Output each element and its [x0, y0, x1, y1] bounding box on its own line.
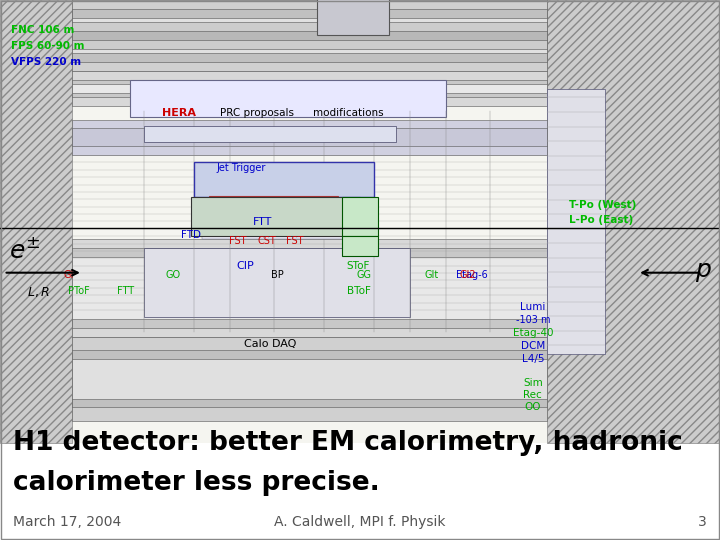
- Text: FTT: FTT: [117, 286, 135, 295]
- Text: FNC 106 m: FNC 106 m: [11, 25, 74, 35]
- Bar: [130, 80, 446, 117]
- Text: PRC proposals: PRC proposals: [220, 109, 294, 118]
- Text: Etag-40: Etag-40: [513, 328, 553, 338]
- Text: HERA: HERA: [162, 109, 196, 118]
- Text: GI: GI: [63, 271, 73, 280]
- Text: calorimeter less precise.: calorimeter less precise.: [13, 470, 379, 496]
- Text: CIP: CIP: [236, 261, 253, 271]
- Bar: [72, 31, 547, 40]
- Text: March 17, 2004: March 17, 2004: [13, 515, 121, 529]
- Text: BP: BP: [271, 271, 284, 280]
- Bar: [317, 0, 389, 36]
- Bar: [72, 22, 547, 49]
- Bar: [191, 197, 360, 235]
- Text: GI2: GI2: [459, 271, 477, 280]
- Text: FST: FST: [229, 237, 246, 246]
- Text: L4/5: L4/5: [521, 354, 544, 363]
- Text: GO: GO: [165, 271, 181, 280]
- Text: Sim: Sim: [523, 379, 543, 388]
- Bar: [547, 89, 605, 354]
- Text: PToF: PToF: [68, 286, 90, 295]
- Bar: [72, 80, 547, 97]
- Text: GG: GG: [356, 271, 371, 280]
- Bar: [0, 0, 720, 443]
- Text: T-Po (West): T-Po (West): [569, 200, 636, 210]
- Text: A. Caldwell, MPI f. Physik: A. Caldwell, MPI f. Physik: [274, 515, 446, 529]
- Bar: [72, 350, 547, 407]
- Bar: [72, 84, 547, 93]
- Bar: [72, 9, 547, 62]
- Text: FTD: FTD: [181, 230, 201, 240]
- Text: L-Po (East): L-Po (East): [569, 215, 633, 225]
- Text: FTT: FTT: [253, 218, 272, 227]
- Text: 3: 3: [698, 515, 707, 529]
- Text: GIt: GIt: [425, 271, 439, 280]
- Bar: [342, 235, 378, 256]
- Text: H1 detector: better EM calorimetry, hadronic: H1 detector: better EM calorimetry, hadr…: [13, 430, 683, 456]
- Text: $_{L,R}$: $_{L,R}$: [27, 281, 50, 299]
- Text: BToF: BToF: [346, 286, 371, 295]
- Bar: [72, 71, 547, 106]
- Bar: [547, 0, 720, 443]
- Bar: [72, 248, 547, 328]
- Bar: [72, 0, 547, 71]
- Bar: [209, 195, 338, 210]
- Bar: [72, 257, 547, 319]
- Text: Calo DAQ: Calo DAQ: [244, 339, 296, 349]
- Text: SToF: SToF: [347, 261, 370, 271]
- Bar: [72, 359, 547, 399]
- Text: OO: OO: [525, 402, 541, 412]
- Text: modifications: modifications: [313, 109, 384, 118]
- Text: Jet Trigger: Jet Trigger: [217, 164, 266, 173]
- Text: VFPS 220 m: VFPS 220 m: [11, 57, 81, 67]
- Text: $e^{\pm}$: $e^{\pm}$: [9, 238, 40, 263]
- Bar: [202, 186, 360, 221]
- Bar: [72, 336, 547, 421]
- Bar: [342, 197, 378, 235]
- Text: FPS 60-90 m: FPS 60-90 m: [11, 41, 84, 51]
- Bar: [0, 0, 72, 443]
- Bar: [72, 18, 547, 53]
- Text: CST: CST: [257, 237, 276, 246]
- Text: DCM: DCM: [521, 341, 545, 350]
- Text: -103 m: -103 m: [516, 315, 550, 325]
- Bar: [72, 239, 547, 336]
- Bar: [144, 248, 410, 316]
- Text: Lumi: Lumi: [520, 302, 546, 312]
- Text: FST: FST: [287, 237, 304, 246]
- Text: Rec: Rec: [523, 390, 542, 400]
- Bar: [194, 161, 374, 197]
- Bar: [72, 129, 547, 146]
- Text: $p$: $p$: [695, 261, 711, 284]
- Text: Etag-6: Etag-6: [456, 271, 487, 280]
- Bar: [202, 177, 360, 230]
- Bar: [144, 126, 396, 141]
- Bar: [202, 168, 360, 239]
- Bar: [72, 119, 547, 155]
